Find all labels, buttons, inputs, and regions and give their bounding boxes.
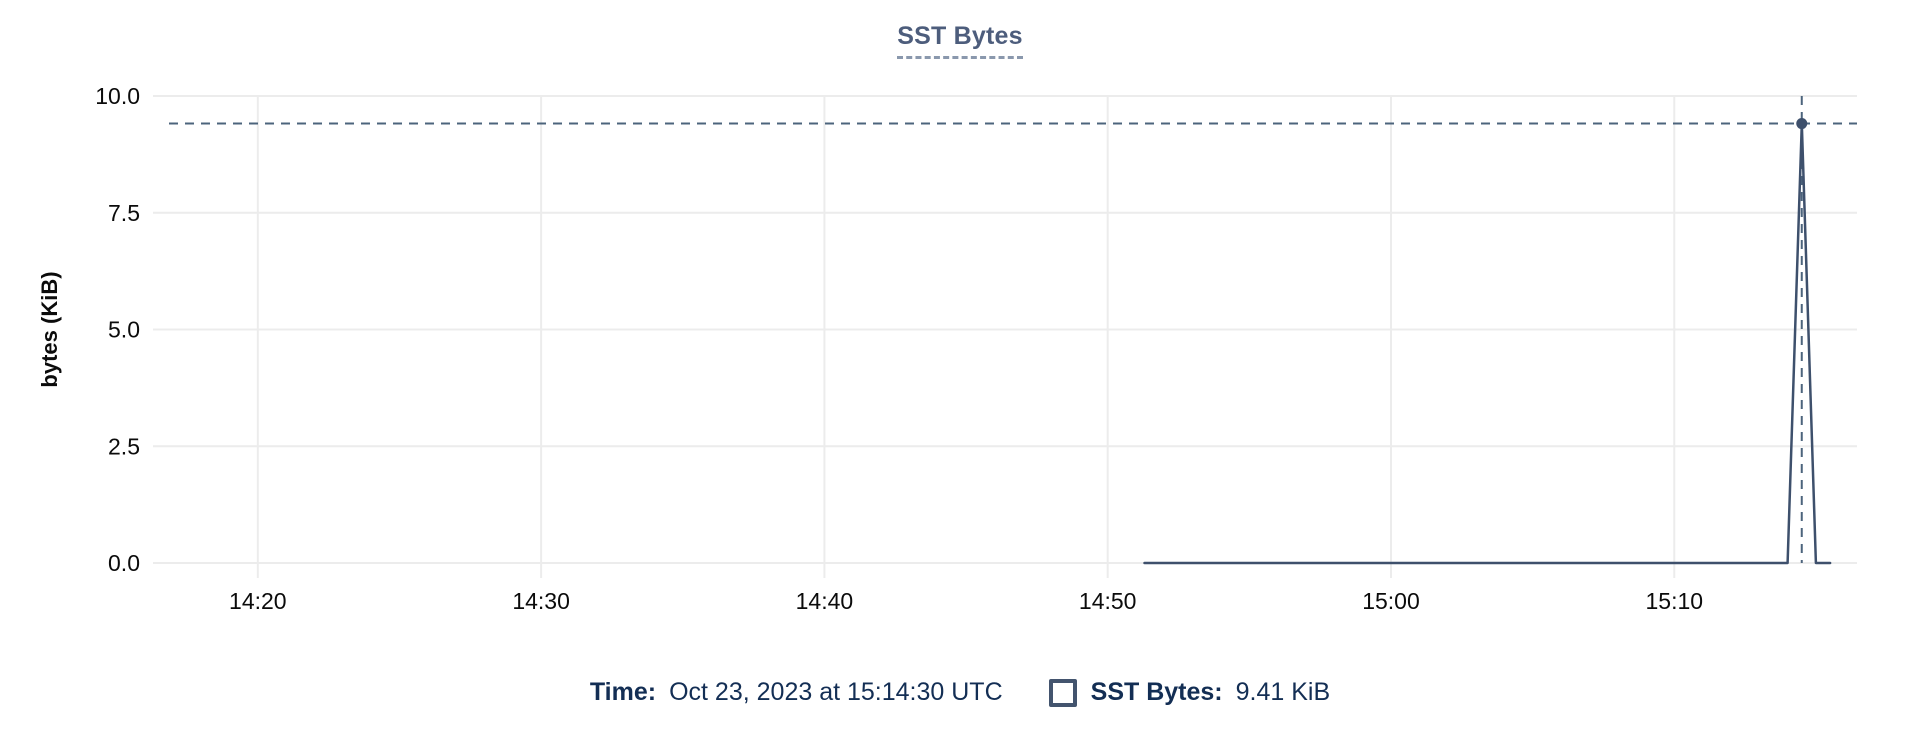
y-axis-title: bytes (KiB) [37,271,62,387]
hover-point-dot [1796,118,1808,130]
y-tick-label: 0.0 [108,550,140,576]
y-tick-label: 5.0 [108,317,140,343]
x-tick-label: 14:50 [1079,588,1137,614]
chart-title[interactable]: SST Bytes [897,22,1023,59]
tooltip-time-value: Oct 23, 2023 at 15:14:30 UTC [669,678,1003,706]
x-tick-label: 14:30 [512,588,570,614]
chart-tooltip-legend: Time: Oct 23, 2023 at 15:14:30 UTC SST B… [0,678,1920,707]
x-tick-label: 14:20 [229,588,287,614]
legend-series-label: SST Bytes: [1090,678,1223,706]
chart-title-row: SST Bytes [0,22,1920,59]
y-tick-label: 2.5 [108,433,140,459]
series-line-sst-bytes [1143,122,1832,565]
tooltip-time: Time: Oct 23, 2023 at 15:14:30 UTC [590,678,1003,707]
chart-plot-area[interactable]: 0.0 2.5 5.0 7.5 10.0 14:20 14:30 14:40 14:50 15:0… [0,0,1920,660]
x-tick-label: 14:40 [796,588,854,614]
x-tick-label: 15:00 [1362,588,1420,614]
series-checkbox-icon[interactable] [1048,678,1077,707]
legend-series-sst-bytes[interactable]: SST Bytes: 9.41 KiB [1048,678,1331,707]
y-tick-label: 10.0 [95,83,140,109]
y-tick-label: 7.5 [108,200,140,226]
legend-series-value: 9.41 KiB [1235,678,1331,706]
x-tick-label: 15:10 [1645,588,1703,614]
tooltip-time-label: Time: [589,678,657,706]
